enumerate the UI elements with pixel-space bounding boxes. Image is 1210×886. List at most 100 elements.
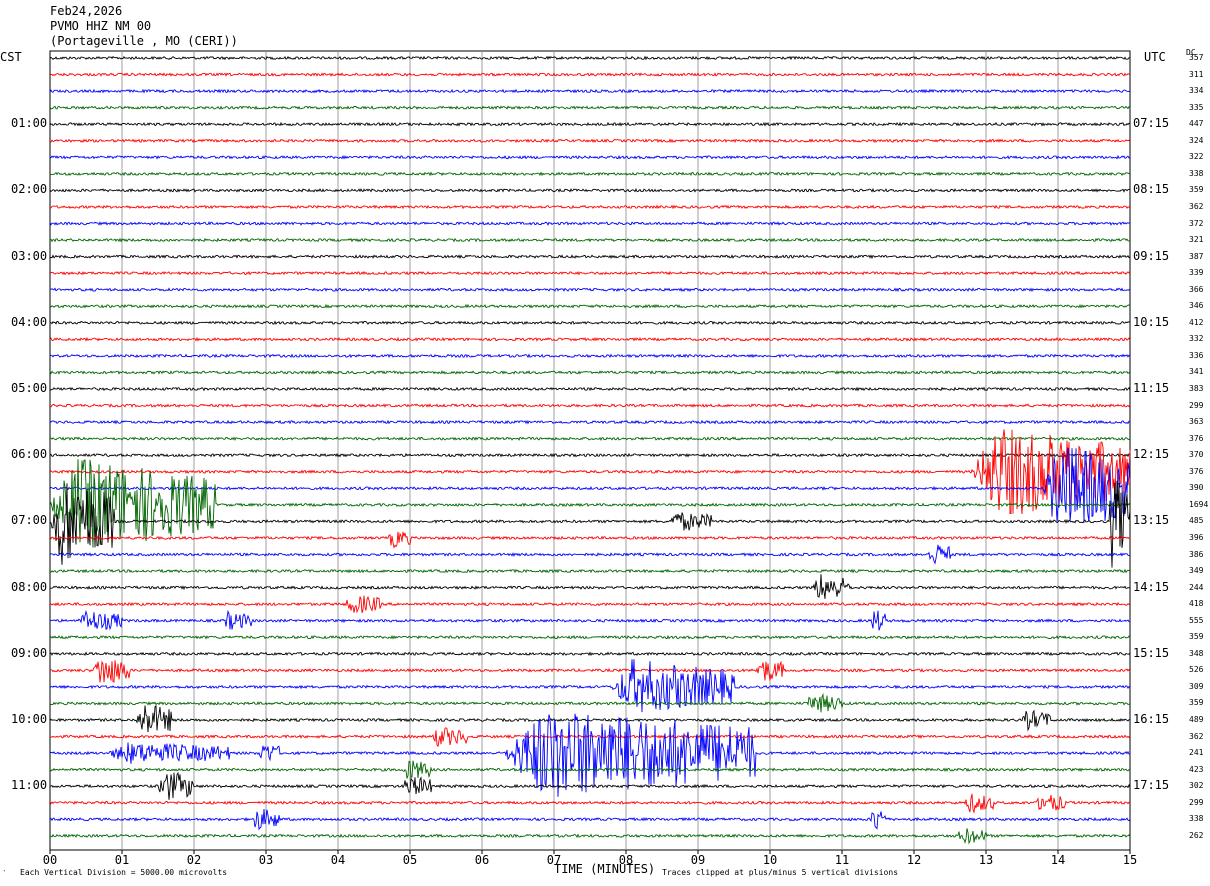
x-tick-label: 15 — [1123, 853, 1137, 867]
cst-hour-label: 04:00 — [11, 314, 48, 329]
scale-note: Each Vertical Division = 5000.00 microvo… — [20, 868, 228, 877]
cst-hour-label: 08:00 — [11, 579, 48, 594]
dc-value: 1694 — [1189, 499, 1209, 509]
dc-value: 447 — [1189, 119, 1204, 129]
dc-value: 335 — [1189, 102, 1204, 112]
trace-line — [49, 459, 1131, 548]
trace-line — [49, 452, 1131, 458]
dc-value: 341 — [1189, 367, 1204, 377]
dc-value: 526 — [1189, 665, 1204, 675]
seismic-traces — [49, 55, 1131, 845]
x-tick-label: 05 — [403, 853, 417, 867]
header-location: (Portageville , MO (CERI)) — [50, 34, 238, 48]
trace-line — [49, 429, 1131, 515]
cst-hour-label: 05:00 — [11, 381, 48, 395]
utc-hour-label: 16:15 — [1133, 712, 1170, 726]
dc-value: 309 — [1189, 681, 1204, 691]
dc-value: 324 — [1189, 135, 1204, 145]
trace-line — [49, 771, 1131, 800]
trace-line — [49, 353, 1131, 359]
dc-value: 299 — [1189, 400, 1204, 410]
dc-value: 376 — [1189, 466, 1204, 476]
utc-hour-label: 09:15 — [1133, 248, 1170, 263]
trace-line — [49, 204, 1131, 210]
trace-line — [49, 568, 1130, 574]
dc-value: 334 — [1189, 86, 1204, 96]
dc-value: 299 — [1189, 797, 1204, 807]
trace-line — [49, 419, 1131, 425]
dc-value: 372 — [1189, 218, 1204, 228]
dc-value: 302 — [1189, 781, 1204, 791]
dc-value: 555 — [1189, 615, 1204, 625]
cst-hour-label: 11:00 — [11, 778, 48, 793]
dc-value: 348 — [1189, 648, 1204, 658]
trace-line — [49, 105, 1131, 111]
header-station: PVMO HHZ NM 00 — [50, 19, 152, 33]
dc-value: 338 — [1189, 814, 1204, 824]
dc-value: 412 — [1189, 317, 1204, 327]
x-tick-label: 12 — [907, 853, 921, 867]
dc-value: 396 — [1189, 532, 1204, 542]
trace-line — [49, 544, 1130, 565]
trace-line — [49, 287, 1131, 293]
dc-value: 332 — [1189, 334, 1204, 344]
dc-value: 386 — [1189, 549, 1204, 559]
cst-hour-label: 07:00 — [11, 513, 48, 528]
cst-hour-label: 01:00 — [11, 116, 48, 131]
dc-value: 241 — [1189, 748, 1204, 758]
utc-hour-label: 12:15 — [1133, 447, 1170, 462]
dc-value: 311 — [1189, 69, 1204, 79]
trace-line — [49, 187, 1131, 193]
utc-hour-label: 13:15 — [1133, 513, 1170, 528]
utc-hour-label: 07:15 — [1133, 116, 1170, 131]
dc-value: 339 — [1189, 268, 1204, 278]
dc-value: 338 — [1189, 168, 1204, 178]
trace-line — [49, 659, 1131, 713]
utc-hour-label: 17:15 — [1133, 778, 1170, 793]
cst-hour-label: 10:00 — [11, 712, 48, 726]
trace-line — [49, 303, 1131, 309]
x-tick-label: 10 — [763, 853, 777, 867]
trace-line — [49, 531, 1131, 549]
utc-hour-label: 10:15 — [1133, 314, 1170, 329]
clip-note: Traces clipped at plus/minus 5 vertical … — [662, 868, 899, 877]
trace-line — [49, 403, 1131, 408]
trace-line — [49, 760, 1131, 779]
dc-value: 362 — [1189, 201, 1204, 211]
trace-line — [49, 171, 1131, 177]
trace-line — [49, 154, 1131, 160]
trace-line — [49, 320, 1131, 326]
trace-line — [49, 336, 1131, 342]
dc-value: 349 — [1189, 566, 1204, 576]
trace-line — [49, 727, 1131, 748]
dc-value: 362 — [1189, 731, 1204, 741]
dc-value: 322 — [1189, 152, 1204, 162]
dc-value: 359 — [1189, 185, 1204, 195]
trace-line — [49, 609, 1131, 631]
trace-line — [49, 660, 1131, 683]
trace-line — [49, 72, 1131, 77]
trace-line — [49, 55, 1131, 61]
x-tick-label: 08 — [619, 853, 633, 867]
footer-mark: ‵ — [2, 869, 7, 878]
trace-line — [49, 370, 1131, 375]
dc-value: 359 — [1189, 632, 1204, 642]
utc-hour-label: 15:15 — [1133, 645, 1170, 660]
trace-line — [49, 651, 1131, 657]
trace-line — [49, 634, 1131, 640]
utc-hour-label: 08:15 — [1133, 182, 1170, 197]
trace-line — [49, 828, 1131, 845]
dc-value: 370 — [1189, 450, 1204, 460]
trace-line — [49, 447, 1131, 523]
plot-grid — [49, 50, 1131, 851]
trace-line — [49, 436, 1131, 442]
trace-line — [49, 793, 1131, 814]
trace-line — [49, 386, 1131, 392]
dc-value: 376 — [1189, 433, 1204, 443]
dc-value: 489 — [1189, 715, 1204, 724]
trace-line — [49, 270, 1131, 276]
dc-value: 485 — [1189, 516, 1204, 526]
x-axis-ticks: 00 01 02 03 04 05 06 07 08 09 10 11 12 13 14 15 — [43, 850, 1137, 867]
x-tick-label: 13 — [979, 853, 993, 867]
